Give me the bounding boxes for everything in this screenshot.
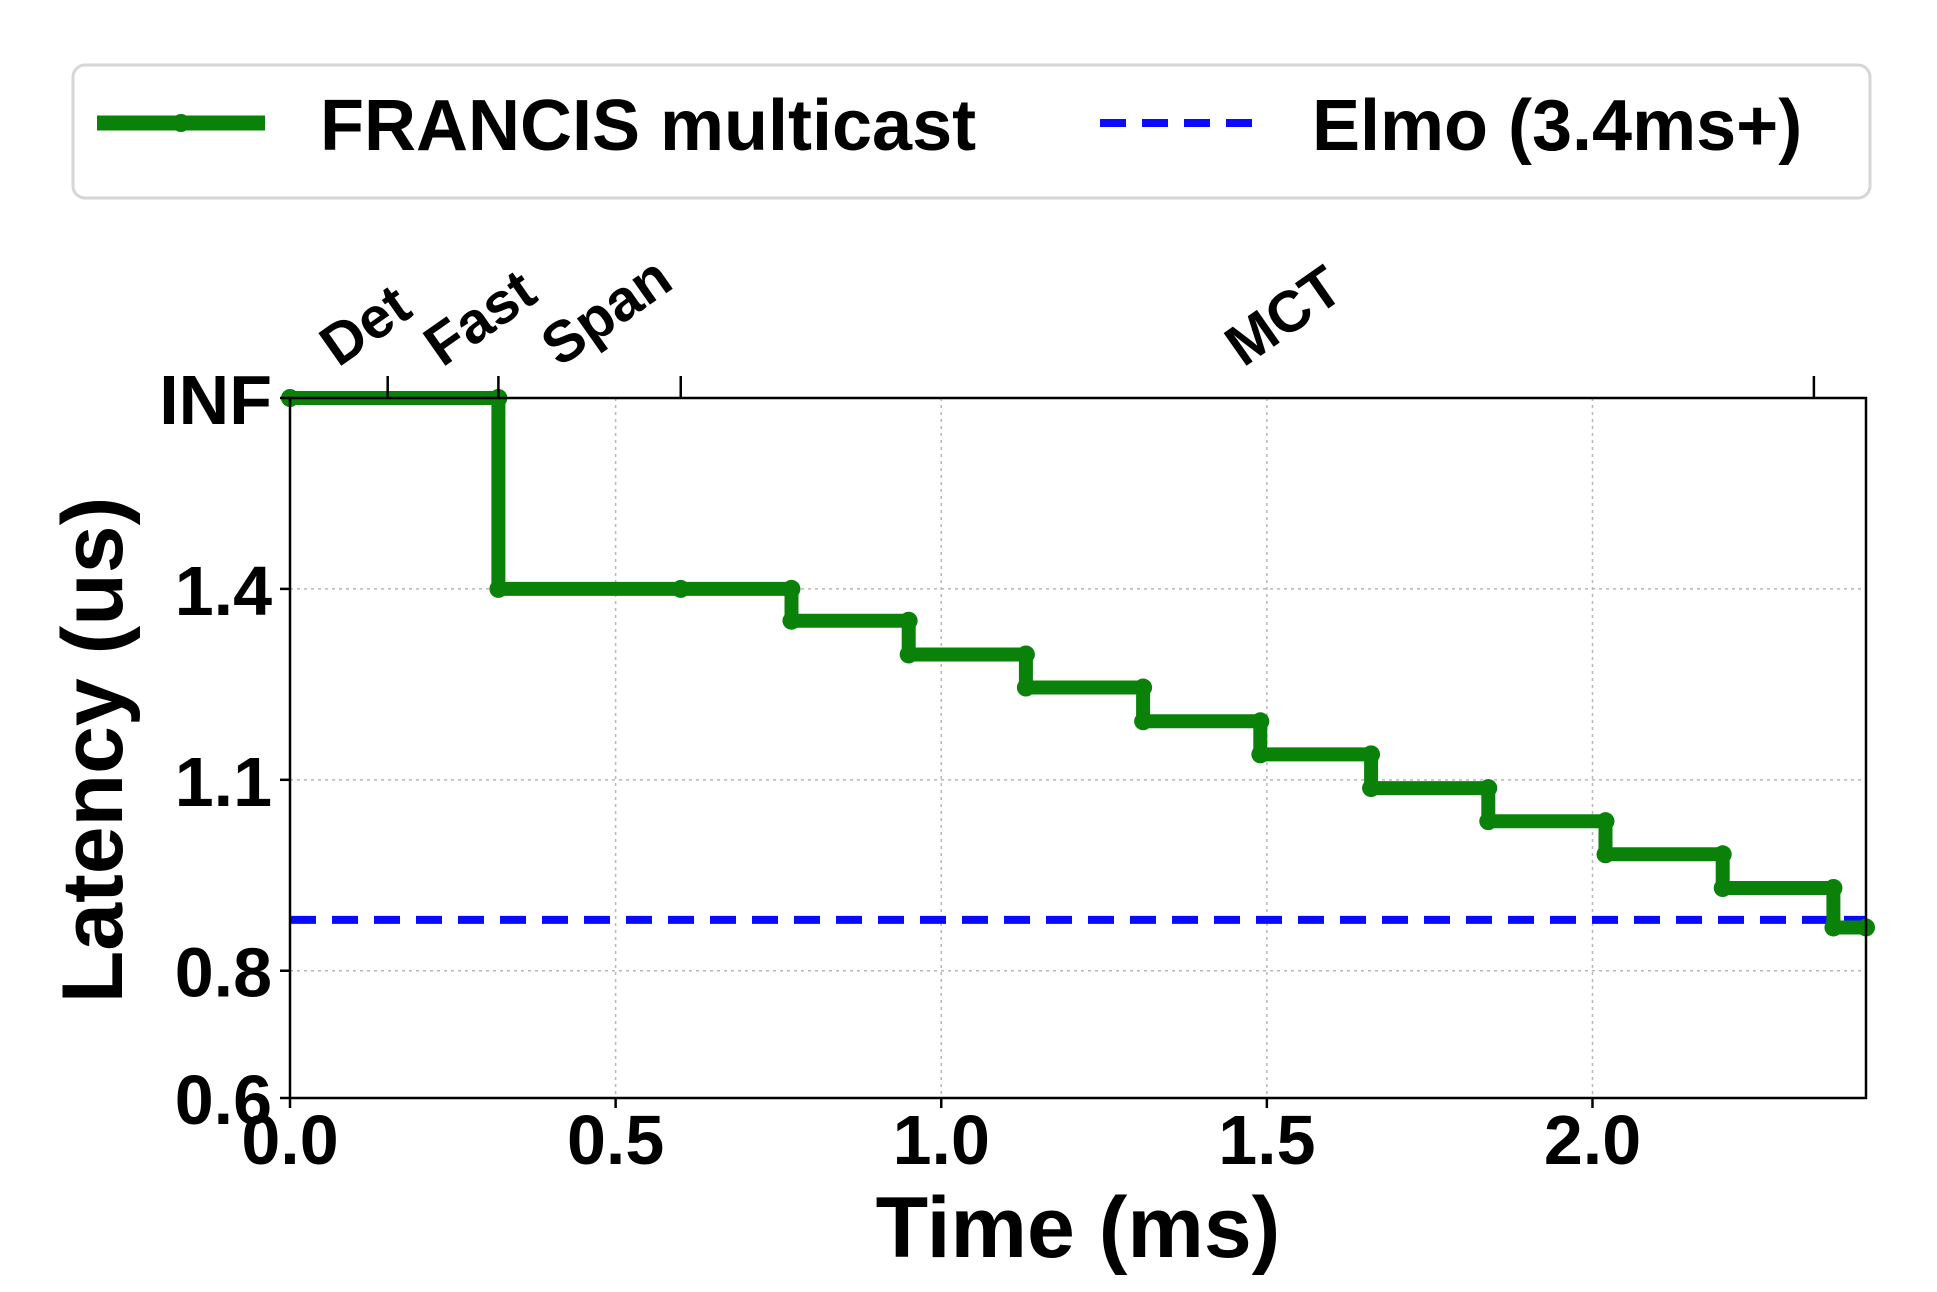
x-tick-label-0: 0.0: [241, 1101, 338, 1179]
francis-point-13: [1251, 745, 1270, 764]
y-tick-label-3: 1.4: [175, 552, 272, 630]
x-axis-title: Time (ms): [876, 1180, 1281, 1276]
y-tick-label-4: INF: [159, 361, 272, 439]
francis-point-16: [1479, 779, 1498, 798]
legend-box: [71, 63, 1872, 200]
francis-point-8: [1016, 645, 1035, 664]
francis-point-15: [1362, 779, 1381, 798]
francis-point-14: [1362, 745, 1381, 764]
y-axis-ticks: 0.6 0.8 1.1 1.4 INF: [159, 361, 290, 1139]
francis-point-21: [1713, 879, 1732, 897]
y-tick-label-1: 0.8: [175, 934, 272, 1012]
x-tick-label-3: 1.5: [1218, 1101, 1315, 1179]
plot-border: [288, 396, 1868, 1100]
francis-point-17: [1479, 812, 1498, 831]
legend-label-elmo: Elmo (3.4ms+): [1312, 86, 1802, 166]
francis-point-19: [1596, 845, 1615, 864]
francis-point-6: [899, 611, 918, 630]
grid: [290, 398, 1866, 1098]
francis-point-4: [782, 579, 801, 598]
francis-point-23: [1824, 918, 1843, 937]
legend-label-francis: FRANCIS multicast: [320, 86, 976, 166]
francis-point-2: [489, 579, 508, 598]
y-axis-title: Latency (us): [45, 497, 141, 1004]
francis-point-9: [1016, 678, 1035, 697]
francis-point-18: [1596, 812, 1615, 831]
francis-point-10: [1134, 678, 1153, 697]
series-francis: [281, 389, 1875, 937]
francis-point-7: [899, 645, 918, 664]
francis-point-12: [1251, 712, 1270, 731]
y-tick-label-0: 0.6: [175, 1061, 272, 1139]
legend: FRANCIS multicast Elmo (3.4ms+): [71, 63, 1872, 200]
x-axis-ticks: 0.0 0.5 1.0 1.5 2.0: [241, 1098, 1641, 1179]
x-tick-label-2: 1.0: [893, 1101, 990, 1179]
top-label-fast: Fast: [412, 257, 547, 379]
x-tick-label-4: 2.0: [1544, 1101, 1641, 1179]
francis-point-3: [671, 579, 690, 598]
y-tick-label-2: 1.1: [175, 743, 272, 821]
top-label-mct: MCT: [1213, 253, 1353, 378]
plot-frame: [288, 396, 1868, 1100]
francis-line: [283, 391, 1873, 935]
x-tick-label-1: 0.5: [567, 1101, 664, 1179]
top-label-span: Span: [530, 244, 683, 379]
legend-marker-francis: [172, 114, 190, 132]
top-label-det: Det: [308, 272, 422, 379]
francis-point-22: [1824, 879, 1843, 897]
francis-point-20: [1713, 845, 1732, 864]
francis-point-11: [1134, 712, 1153, 731]
francis-point-5: [782, 611, 801, 630]
